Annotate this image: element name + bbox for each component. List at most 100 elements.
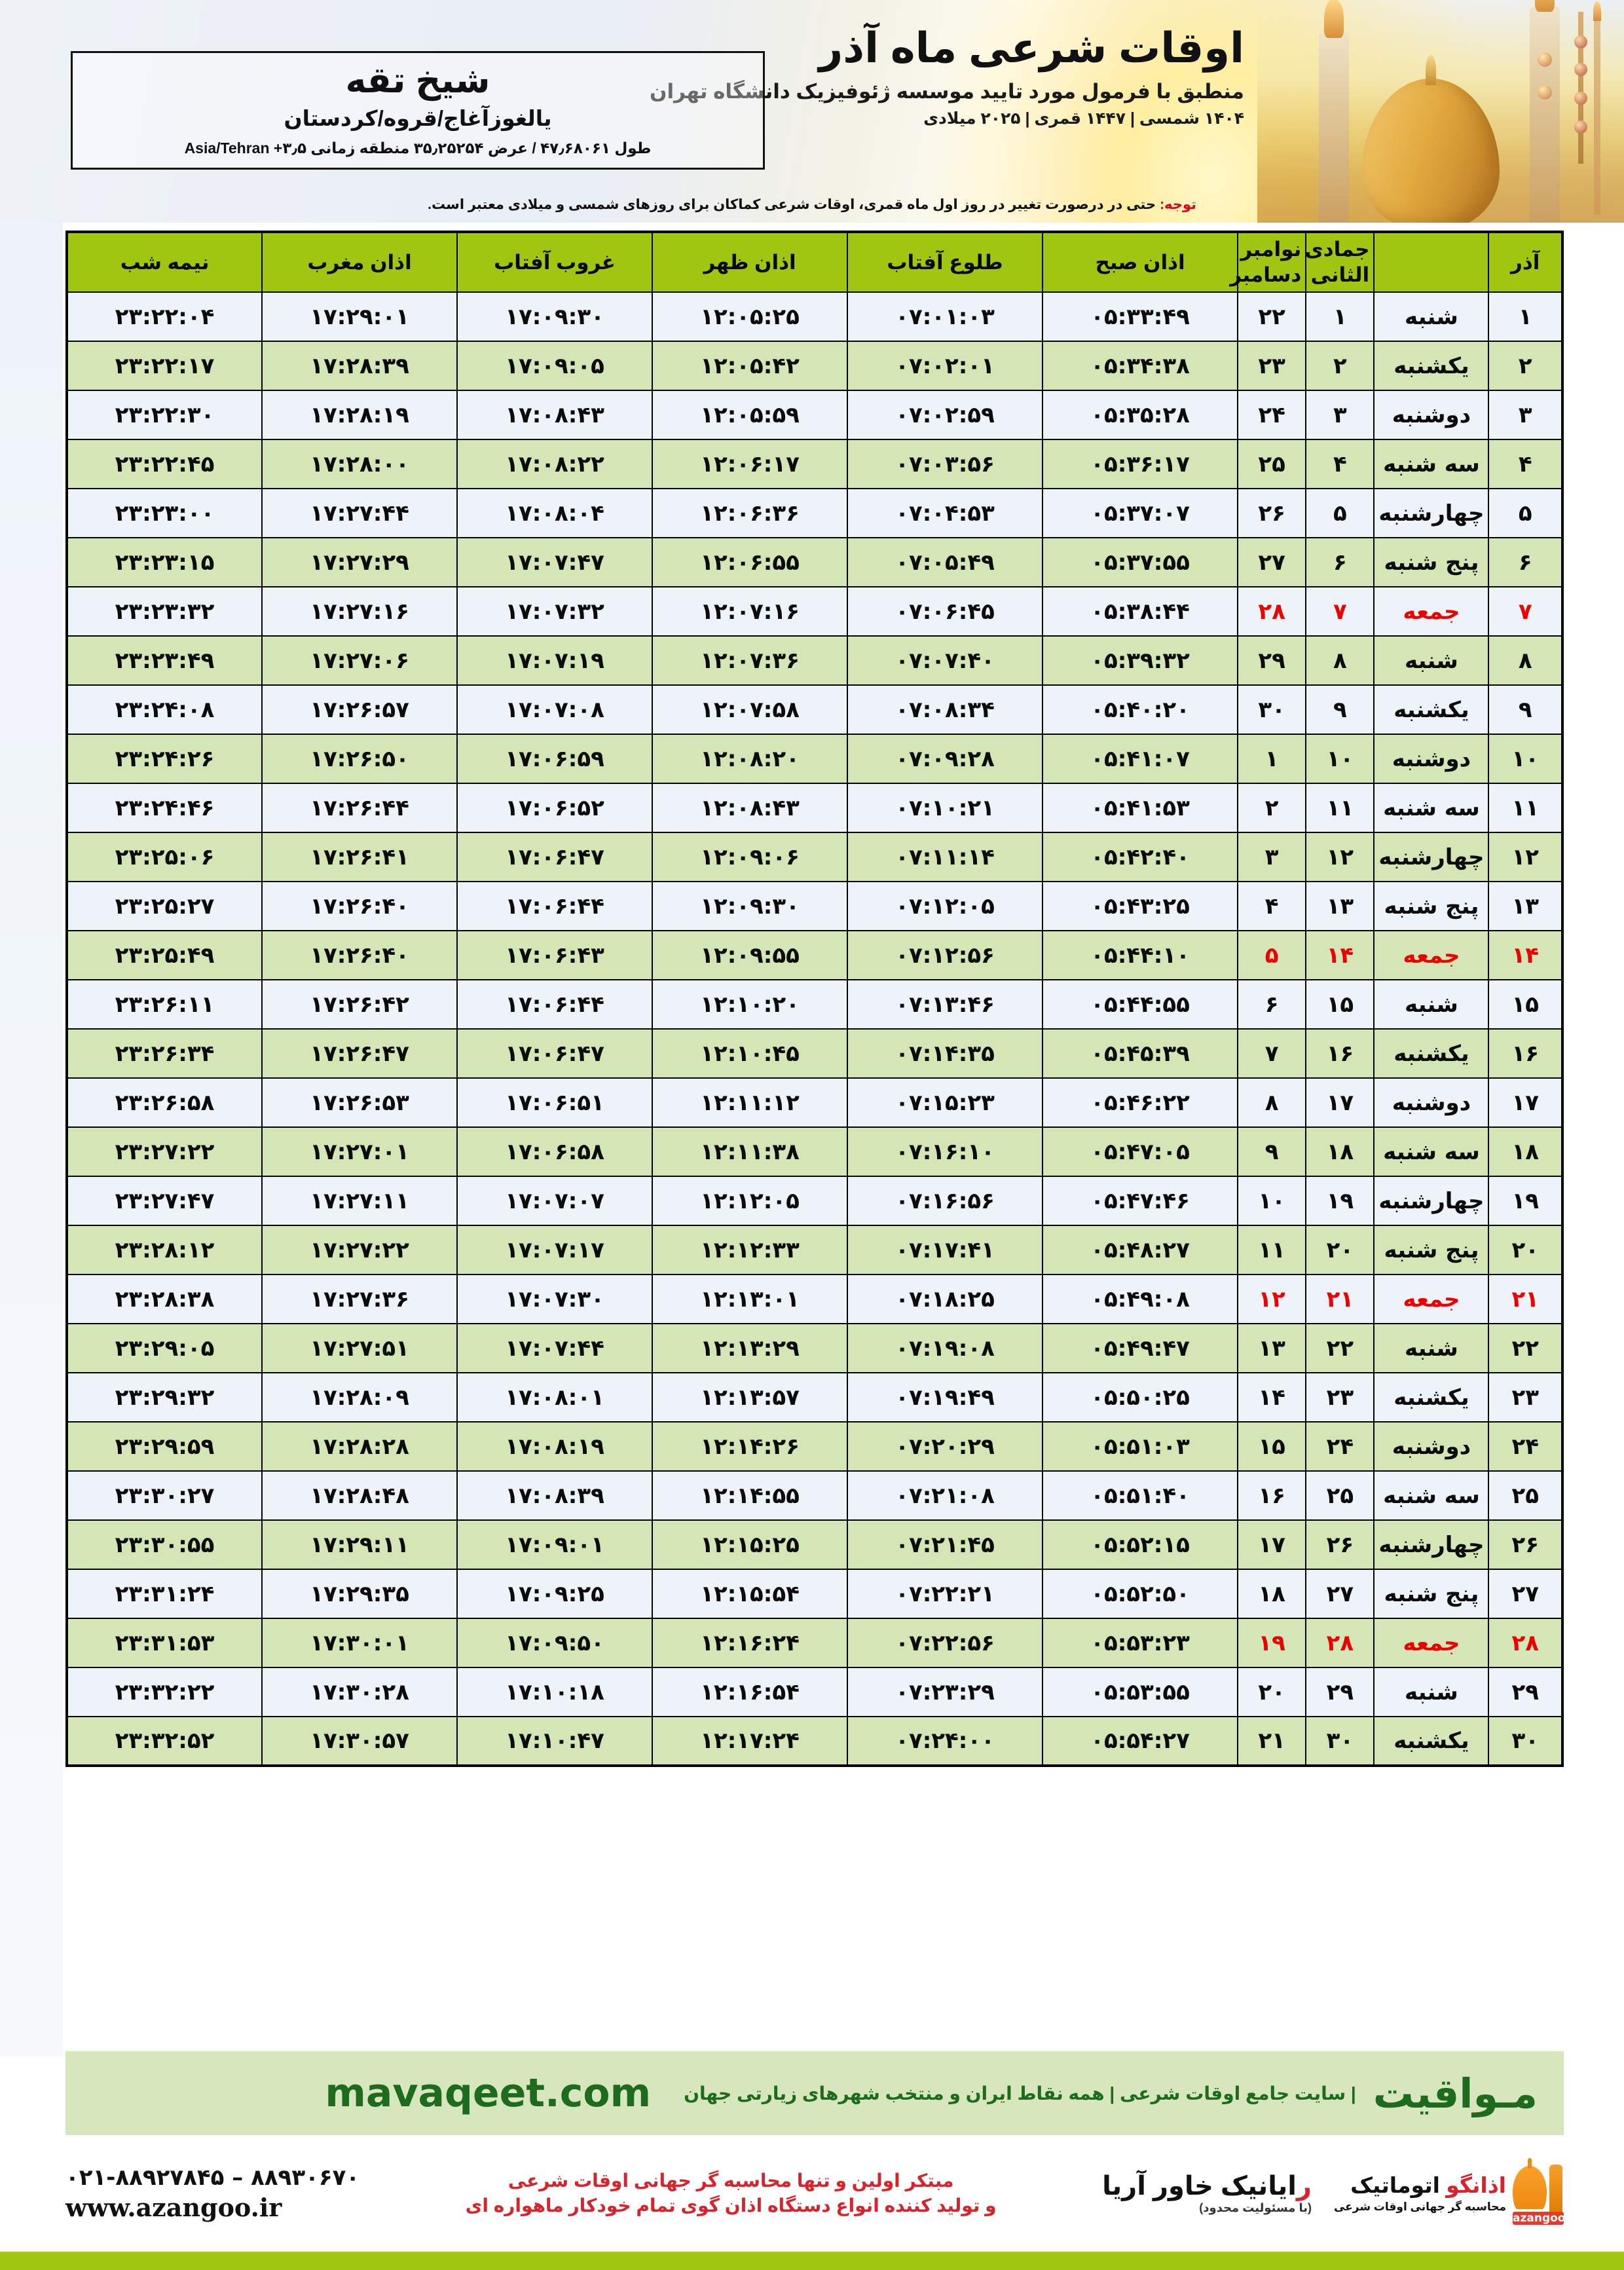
cell-dhuhr: ۱۲:۰۶:۱۷	[652, 439, 849, 489]
footer-website[interactable]: www.azangoo.ir	[65, 2192, 282, 2222]
cell-lunar: ۴	[1305, 439, 1375, 489]
table-row: ۱۰ دوشنبه ۱۰ ۱ ۰۵:۴۱:۰۷ ۰۷:۰۹:۲۸ ۱۲:۰۸:۲۰ ۱۷:۰۶…	[65, 734, 1563, 784]
cell-sunrise: ۰۷:۲۴:۰۰	[847, 1716, 1044, 1766]
cell-maghrib: ۱۷:۲۹:۱۱	[261, 1519, 458, 1570]
cell-greg: ۲۳	[1237, 341, 1307, 391]
cell-greg: ۲۵	[1237, 439, 1307, 489]
cell-sunset: ۱۷:۰۶:۴۷	[456, 832, 654, 882]
cell-weekday: شنبه	[1373, 291, 1490, 342]
cell-fajr: ۰۵:۴۵:۳۹	[1042, 1028, 1239, 1079]
footer-description: مبتکر اولین و تنها محاسبه گر جهانی اوقات…	[466, 2168, 997, 2218]
cell-weekday: شنبه	[1373, 1667, 1490, 1717]
cell-fajr: ۰۵:۳۷:۵۵	[1042, 537, 1239, 587]
cell-maghrib: ۱۷:۲۷:۳۶	[261, 1274, 458, 1324]
cell-maghrib: ۱۷:۲۷:۱۶	[261, 586, 458, 637]
table-row: ۱ شنبه ۱ ۲۲ ۰۵:۳۳:۴۹ ۰۷:۰۱:۰۳ ۱۲:۰۵:۲۵ ۱۷:۰۹:۳۰…	[65, 291, 1563, 342]
col-header-midnight: نیمه شب	[65, 231, 263, 293]
table-row: ۱۳ پنج شنبه ۱۳ ۴ ۰۵:۴۳:۲۵ ۰۷:۱۲:۰۵ ۱۲:۰۹:۳۰ ۱۷:…	[65, 881, 1563, 931]
location-geo: طول ۴۷٫۶۸۰۶۱ / عرض ۳۵٫۲۵۲۵۴ منطقه زمانی …	[184, 140, 652, 157]
cell-fajr: ۰۵:۴۹:۴۷	[1042, 1323, 1239, 1373]
cell-midnight: ۲۳:۲۶:۳۴	[65, 1028, 263, 1079]
azangoo-wordmark: azangoo	[1513, 2212, 1566, 2225]
cell-dhuhr: ۱۲:۱۴:۲۶	[652, 1421, 849, 1472]
cell-sunrise: ۰۷:۱۸:۲۵	[847, 1274, 1044, 1324]
rayanik-logo: رایانیک خاور آریا (با مسئولیت محدود)	[1102, 2172, 1312, 2215]
cell-sunset: ۱۷:۰۸:۲۲	[456, 439, 654, 489]
cell-sunrise: ۰۷:۱۲:۵۶	[847, 930, 1044, 980]
cell-weekday: چهارشنبه	[1373, 832, 1490, 882]
cell-maghrib: ۱۷:۲۶:۵۷	[261, 684, 458, 735]
cell-lunar: ۲۷	[1305, 1569, 1375, 1619]
cell-lunar: ۱۴	[1305, 930, 1375, 980]
cell-weekday: دوشنبه	[1373, 1421, 1490, 1472]
cell-fajr: ۰۵:۴۷:۴۶	[1042, 1176, 1239, 1226]
table-row: ۶ پنج شنبه ۶ ۲۷ ۰۵:۳۷:۵۵ ۰۷:۰۵:۴۹ ۱۲:۰۶:۵۵ ۱۷:۰…	[65, 537, 1563, 587]
cell-maghrib: ۱۷:۲۷:۱۱	[261, 1176, 458, 1226]
cell-greg: ۷	[1237, 1028, 1307, 1079]
cell-sunset: ۱۷:۰۹:۵۰	[456, 1618, 654, 1668]
cell-fajr: ۰۵:۵۳:۲۳	[1042, 1618, 1239, 1668]
cell-weekday: دوشنبه	[1373, 1077, 1490, 1128]
left-rail	[0, 223, 63, 2056]
cell-lunar: ۹	[1305, 684, 1375, 735]
cell-day: ۳	[1488, 390, 1563, 440]
cell-sunset: ۱۷:۰۸:۰۱	[456, 1372, 654, 1423]
cell-midnight: ۲۳:۳۲:۵۲	[65, 1716, 263, 1766]
cell-day: ۲۲	[1488, 1323, 1563, 1373]
cell-day: ۹	[1488, 684, 1563, 735]
cell-maghrib: ۱۷:۲۸:۰۰	[261, 439, 458, 489]
cell-fajr: ۰۵:۵۱:۴۰	[1042, 1470, 1239, 1521]
azangoo-subtitle: محاسبه گر جهانی اوقات شرعی	[1333, 2200, 1506, 2213]
cell-lunar: ۲۸	[1305, 1618, 1375, 1668]
cell-day: ۱۱	[1488, 783, 1563, 833]
banner-url[interactable]: mavaqeet.com	[325, 2070, 652, 2116]
cell-sunrise: ۰۷:۰۳:۵۶	[847, 439, 1044, 489]
cell-maghrib: ۱۷:۲۶:۴۲	[261, 979, 458, 1030]
cell-sunset: ۱۷:۰۹:۰۵	[456, 341, 654, 391]
cell-lunar: ۲۴	[1305, 1421, 1375, 1472]
azangoo-title-rest: اتوماتیک	[1350, 2173, 1447, 2197]
cell-greg: ۱۶	[1237, 1470, 1307, 1521]
cell-maghrib: ۱۷:۲۸:۲۸	[261, 1421, 458, 1472]
cell-maghrib: ۱۷:۲۸:۱۹	[261, 390, 458, 440]
cell-day: ۲	[1488, 341, 1563, 391]
table-row: ۴ سه شنبه ۴ ۲۵ ۰۵:۳۶:۱۷ ۰۷:۰۳:۵۶ ۱۲:۰۶:۱۷ ۱۷:۰۸…	[65, 439, 1563, 489]
cell-sunrise: ۰۷:۲۰:۲۹	[847, 1421, 1044, 1472]
note-text: حتی در درصورت تغییر در روز اول ماه قمری،…	[428, 197, 1156, 212]
table-row: ۲۵ سه شنبه ۲۵ ۱۶ ۰۵:۵۱:۴۰ ۰۷:۲۱:۰۸ ۱۲:۱۴:۵۵ ۱۷:…	[65, 1470, 1563, 1521]
cell-midnight: ۲۳:۲۷:۲۲	[65, 1126, 263, 1177]
note-line: توجه: حتی در درصورت تغییر در روز اول ماه…	[0, 196, 1624, 213]
cell-day: ۱۵	[1488, 979, 1563, 1030]
cell-dhuhr: ۱۲:۱۲:۰۵	[652, 1176, 849, 1226]
cell-sunrise: ۰۷:۰۱:۰۳	[847, 291, 1044, 342]
cell-maghrib: ۱۷:۲۶:۴۰	[261, 881, 458, 931]
cell-sunset: ۱۷:۰۹:۳۰	[456, 291, 654, 342]
table-row: ۹ یکشنبه ۹ ۳۰ ۰۵:۴۰:۲۰ ۰۷:۰۸:۳۴ ۱۲:۰۷:۵۸ ۱۷:۰۷:…	[65, 684, 1563, 735]
cell-midnight: ۲۳:۲۲:۱۷	[65, 341, 263, 391]
cell-day: ۷	[1488, 586, 1563, 637]
cell-sunset: ۱۷:۰۷:۰۸	[456, 684, 654, 735]
table-row: ۱۶ یکشنبه ۱۶ ۷ ۰۵:۴۵:۳۹ ۰۷:۱۴:۳۵ ۱۲:۱۰:۴۵ ۱۷:۰۶…	[65, 1028, 1563, 1079]
cell-maghrib: ۱۷:۲۹:۰۱	[261, 291, 458, 342]
prayer-times-table: آذر جمادی الثانی نوامبر دسامبر اذان صبح …	[65, 231, 1564, 1767]
cell-fajr: ۰۵:۳۶:۱۷	[1042, 439, 1239, 489]
col-header-maghrib: اذان مغرب	[261, 231, 458, 293]
table-row: ۱۹ چهارشنبه ۱۹ ۱۰ ۰۵:۴۷:۴۶ ۰۷:۱۶:۵۶ ۱۲:۱۲:۰۵ ۱۷…	[65, 1176, 1563, 1226]
cell-sunrise: ۰۷:۲۳:۲۹	[847, 1667, 1044, 1717]
table-header-row: آذر جمادی الثانی نوامبر دسامبر اذان صبح …	[65, 231, 1563, 293]
cell-dhuhr: ۱۲:۱۱:۱۲	[652, 1077, 849, 1128]
cell-fajr: ۰۵:۴۳:۲۵	[1042, 881, 1239, 931]
azangoo-mark-icon: azangoo	[1513, 2162, 1566, 2225]
cell-day: ۱۳	[1488, 881, 1563, 931]
cell-sunrise: ۰۷:۱۵:۲۳	[847, 1077, 1044, 1128]
cell-sunrise: ۰۷:۱۲:۰۵	[847, 881, 1044, 931]
minaret-icon	[1530, 0, 1560, 223]
cell-maghrib: ۱۷:۲۶:۴۷	[261, 1028, 458, 1079]
cell-greg: ۲۷	[1237, 537, 1307, 587]
dome-icon	[1362, 79, 1500, 223]
cell-lunar: ۱۳	[1305, 881, 1375, 931]
finial-pole-icon	[1574, 12, 1587, 164]
cell-dhuhr: ۱۲:۰۵:۵۹	[652, 390, 849, 440]
cell-maghrib: ۱۷:۲۶:۴۱	[261, 832, 458, 882]
cell-weekday: یکشنبه	[1373, 341, 1490, 391]
